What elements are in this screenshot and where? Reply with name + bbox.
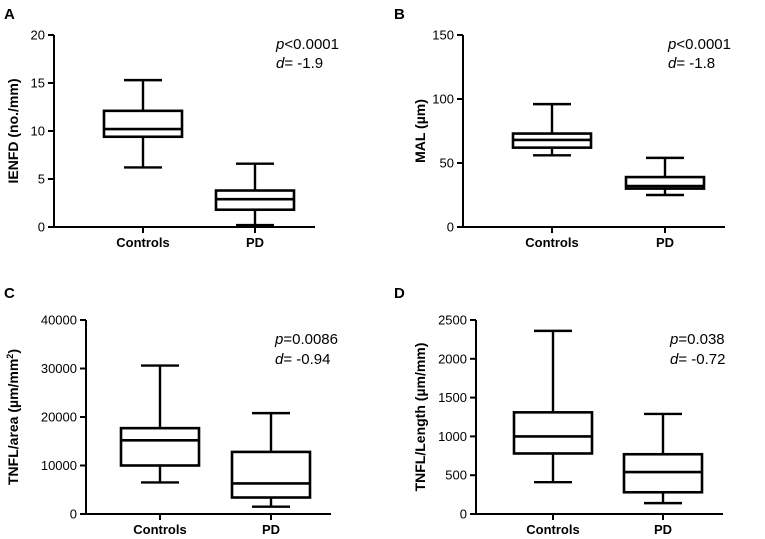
y-tick-label: 0 [447,220,454,235]
panel-c: C 0 10000 20000 30000 40000 Controls PD TNFL/are… [4,285,338,537]
p-value: <0.0001 [676,36,731,53]
y-tick-label: 10 [31,124,45,139]
d-value: = -0.94 [283,351,330,368]
y-tick-label: 0 [38,220,45,235]
box-controls [512,329,594,484]
y-axis-label: IENFD (no./mm) [5,79,21,184]
iqr-box [512,411,594,455]
p-symbol: p [274,331,283,348]
category-label: Controls [116,235,169,250]
y-tick-label: 150 [432,28,454,43]
iqr-box [624,175,706,190]
box-controls [102,78,184,169]
y-tick-label: 0 [70,507,77,522]
d-symbol: d [275,351,284,368]
y-tick-label: 2500 [438,313,467,328]
p-value: =0.0086 [283,331,338,348]
iqr-box [119,426,201,467]
panel-d: D 0 500 1000 1500 2000 2500 Controls PD TNFL/Leng… [394,285,725,537]
y-tick-label: 2000 [438,351,467,366]
box-pd [230,411,312,508]
d-value: = -0.72 [678,351,725,368]
box-controls [511,102,593,157]
effect-size-annotation: d= -1.8 [668,55,715,72]
y-axis-label: TNFL/area (µm/mm2) [5,349,21,485]
category-label: PD [262,522,280,537]
y-tick-label: 5 [38,172,45,187]
panel-letter: C [4,285,15,302]
y-axis-label-superscript: 2 [5,354,15,359]
p-symbol: p [667,36,676,53]
p-value-annotation: p<0.0001 [667,36,731,53]
panel-letter: D [394,285,405,302]
category-label: Controls [133,522,186,537]
p-value: =0.038 [678,331,724,348]
p-value-annotation: p<0.0001 [275,36,339,53]
box-controls [119,364,201,484]
p-symbol: p [275,36,284,53]
box-pd [624,156,706,197]
y-tick-label: 30000 [41,361,77,376]
p-value-annotation: p=0.038 [669,331,725,348]
y-tick-label: 0 [460,507,467,522]
y-tick-label: 10000 [41,458,77,473]
panel-b: B 0 50 100 150 Controls PD MAL (µm) p<0.0001 d= -… [394,6,731,250]
category-label: PD [654,522,672,537]
y-tick-label: 1000 [438,429,467,444]
panel-letter: A [4,6,15,23]
effect-size-annotation: d= -0.94 [275,351,330,368]
effect-size-annotation: d= -0.72 [670,351,725,368]
category-label: PD [246,235,264,250]
category-label: PD [656,235,674,250]
d-symbol: d [668,55,677,72]
panel-a: A 0 5 10 15 20 Controls PD IENFD (no./mm) p<0.000… [4,6,339,250]
y-tick-label: 15 [31,76,45,91]
y-tick-label: 1500 [438,390,467,405]
p-symbol: p [669,331,678,348]
category-label: Controls [525,235,578,250]
iqr-box [102,109,184,139]
category-label: Controls [526,522,579,537]
p-value: <0.0001 [284,36,339,53]
y-tick-label: 500 [445,468,467,483]
d-symbol: d [670,351,679,368]
iqr-box [230,450,312,499]
y-tick-label: 20000 [41,410,77,425]
y-axis-label: MAL (µm) [412,99,428,163]
y-tick-label: 20 [31,28,45,43]
y-tick-label: 50 [440,156,454,171]
effect-size-annotation: d= -1.9 [276,55,323,72]
box-pd [214,162,296,227]
d-value: = -1.9 [284,55,323,72]
d-value: = -1.8 [676,55,715,72]
panel-letter: B [394,6,405,23]
y-axis-label-end: ) [5,349,21,354]
y-tick-label: 40000 [41,313,77,328]
p-value-annotation: p=0.0086 [274,331,338,348]
y-axis-label: TNFL/Length (µm/mm) [412,343,428,492]
box-pd [622,412,704,505]
y-tick-label: 100 [432,92,454,107]
d-symbol: d [276,55,285,72]
